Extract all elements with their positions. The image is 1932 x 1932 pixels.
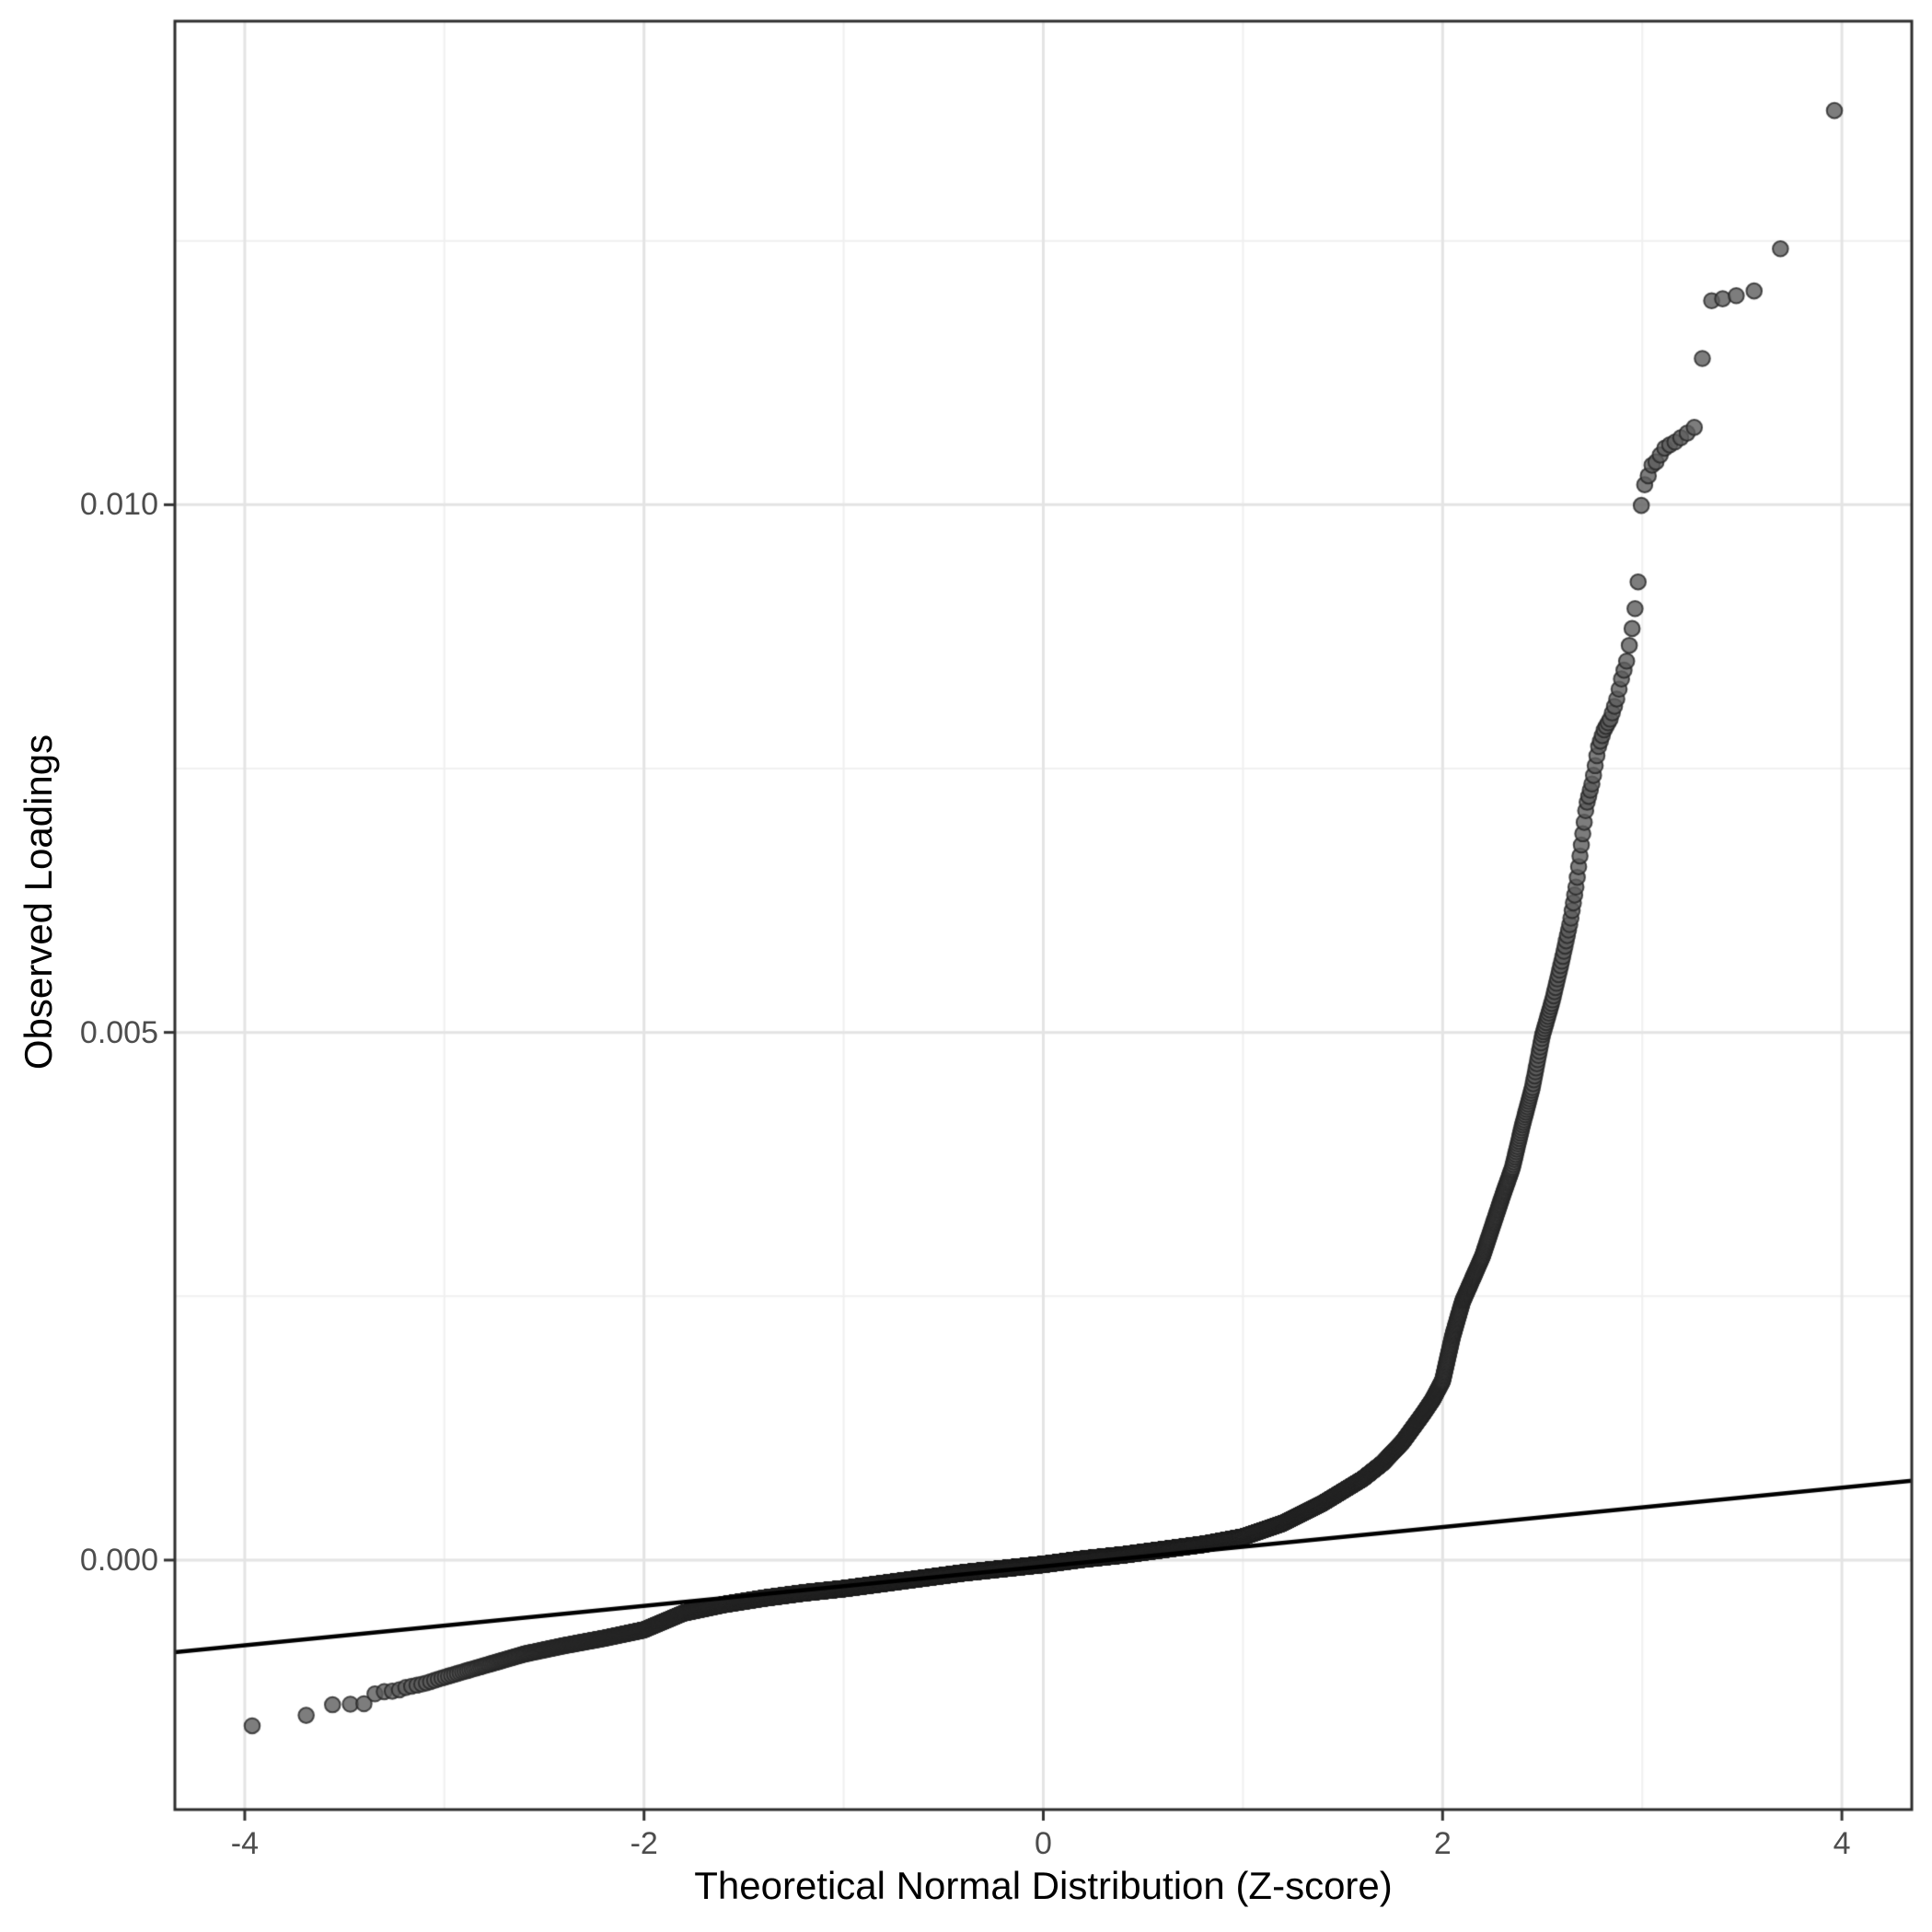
x-tick-label--2: -2 bbox=[630, 1826, 658, 1861]
x-tick-label-4: 4 bbox=[1833, 1826, 1851, 1861]
x-tick-label--4: -4 bbox=[230, 1826, 260, 1861]
x-tick-label-2: 2 bbox=[1433, 1826, 1452, 1861]
y-tick-label-0.010: 0.010 bbox=[79, 487, 158, 523]
x-axis-title: Theoretical Normal Distribution (Z-score… bbox=[694, 1864, 1393, 1907]
x-tick-label-0: 0 bbox=[1035, 1826, 1052, 1861]
y-axis-title: Observed Loadings bbox=[16, 734, 60, 1070]
y-tick-label-0.005: 0.005 bbox=[79, 1014, 158, 1050]
y-tick-label-0.000: 0.000 bbox=[79, 1542, 158, 1578]
